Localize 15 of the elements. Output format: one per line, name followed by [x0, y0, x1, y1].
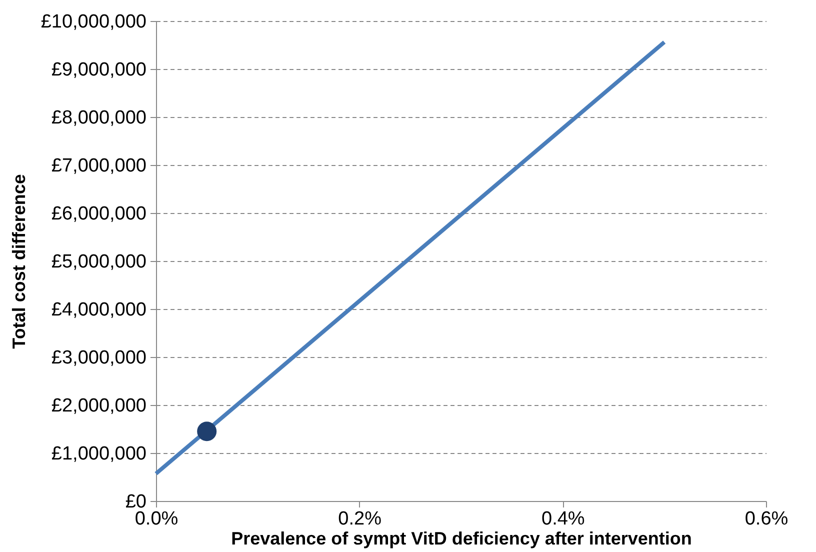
y-tick-label: £2,000,000: [51, 396, 146, 416]
y-axis-title: Total cost difference: [8, 174, 29, 349]
y-tick-label: £10,000,000: [40, 12, 146, 32]
y-tick-label: £4,000,000: [51, 300, 146, 320]
x-tick-label: 0.2%: [338, 508, 382, 530]
x-tick-label: 0.4%: [542, 508, 585, 530]
y-tick-label: £9,000,000: [51, 60, 146, 80]
y-tick-label: £1,000,000: [51, 444, 146, 464]
x-axis-title: Prevalence of sympt VitD deficiency after intervention: [231, 528, 692, 548]
y-tick-label: £7,000,000: [51, 156, 146, 176]
x-tick-label: 0.6%: [744, 508, 788, 530]
y-tick-label: £6,000,000: [51, 204, 146, 224]
y-tick-label: £8,000,000: [51, 108, 146, 128]
y-tick-label: £3,000,000: [51, 348, 146, 368]
y-tick-label: £5,000,000: [51, 252, 146, 272]
